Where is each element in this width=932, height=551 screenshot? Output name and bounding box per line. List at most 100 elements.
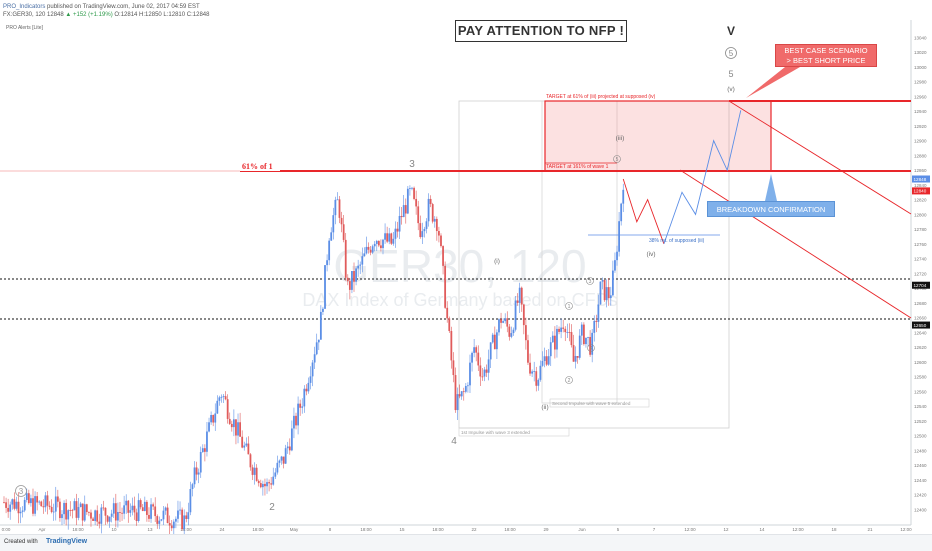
candle-body: [214, 413, 217, 423]
ohlc-values: O:12814 H:12850 L:12810 C:12848: [114, 12, 210, 18]
watermark-symbol: GER30, 120: [333, 240, 586, 292]
candle-body: [297, 403, 299, 426]
candle-body: [85, 504, 88, 513]
candle-body: [15, 501, 18, 509]
candle-body: [270, 483, 273, 485]
breakdown-callout: BREAKDOWN CONFIRMATION: [707, 201, 835, 217]
candle-body: [332, 215, 335, 233]
candle-body: [179, 509, 181, 511]
candle-body: [303, 388, 306, 407]
candle-body: [444, 265, 447, 308]
breakdown-pointer: [765, 174, 777, 201]
price-tick-label: 12420: [914, 493, 927, 498]
candle-body: [338, 199, 341, 218]
candle-body: [616, 251, 618, 261]
candle-body: [38, 501, 41, 503]
candle-body: [551, 335, 554, 343]
candle-body: [189, 489, 192, 513]
candle-body: [21, 510, 24, 512]
candle-body: [164, 507, 167, 511]
candle-body: [587, 337, 589, 338]
candle-body: [69, 510, 72, 511]
wave-3-circle-label: 3: [19, 487, 24, 496]
wave-c1-circle: [565, 302, 573, 310]
best-case-callout: BEST CASE SCENARIO > BEST SHORT PRICE: [775, 44, 877, 67]
candle-body: [137, 500, 140, 522]
candle-body: [334, 199, 337, 216]
candle-body: [400, 215, 403, 218]
publisher-name[interactable]: PRO_Indicators: [3, 4, 46, 10]
candle-body: [65, 502, 68, 520]
candle-body: [59, 501, 61, 519]
candle-body: [496, 332, 498, 350]
candle-body: [255, 467, 258, 481]
price-tick-label: 12840: [914, 183, 927, 188]
candle-body: [243, 445, 246, 448]
candle-body: [46, 495, 49, 506]
candle-body: [266, 482, 268, 487]
candle-body: [319, 311, 322, 340]
candle-body: [369, 249, 372, 253]
candle-body: [73, 501, 76, 511]
candle-body: [541, 361, 544, 366]
candle-body: [278, 460, 281, 463]
candle-body: [510, 333, 513, 337]
candle-body: [485, 369, 488, 373]
price-tick-label: 12880: [914, 153, 927, 158]
candle-body: [123, 505, 126, 514]
candle-body: [71, 510, 74, 511]
candle-body: [518, 287, 521, 303]
candle-body: [322, 308, 324, 312]
candle-body: [537, 379, 540, 386]
candle-body: [522, 304, 525, 326]
channel-upper: [728, 100, 912, 215]
price-tick-label: 12620: [914, 345, 927, 350]
candle-body: [361, 256, 364, 265]
best-case-line-2: > BEST SHORT PRICE: [786, 56, 866, 65]
candle-body: [365, 246, 368, 254]
candle-body: [272, 476, 275, 485]
candle-body: [342, 224, 345, 240]
candle-body: [622, 189, 625, 204]
candle-body: [611, 270, 614, 296]
time-tick-label: 18:00: [180, 527, 192, 532]
candle-body: [367, 246, 370, 250]
impulse-1-box: [458, 427, 570, 437]
price-tick-label: 12780: [914, 227, 927, 232]
candle-body: [232, 419, 235, 428]
candle-body: [40, 501, 43, 507]
candle-body: [512, 329, 515, 334]
candle-body: [125, 500, 128, 506]
candle-body: [498, 319, 500, 333]
candle-body: [553, 335, 556, 350]
candle-body: [114, 503, 117, 521]
candle-body: [475, 347, 478, 353]
candle-body: [23, 499, 26, 511]
time-tick-label: Jun: [578, 527, 586, 532]
candle-body: [309, 376, 312, 383]
candle-body: [94, 510, 97, 521]
candle-body: [388, 233, 391, 242]
header-line-1: PRO_Indicators published on TradingView.…: [3, 3, 200, 11]
candle-body: [102, 507, 105, 509]
tradingview-logo[interactable]: TradingView: [46, 538, 88, 545]
candle-body: [402, 205, 405, 218]
candle-body: [578, 335, 581, 358]
candle-body: [133, 505, 136, 513]
best-case-pointer: [746, 67, 800, 98]
fib-61-label: 61% of 1: [242, 162, 273, 171]
indicator-label[interactable]: PRO Alerts [Lite]: [6, 25, 43, 31]
candle-body: [609, 295, 612, 299]
candle-body: [585, 337, 587, 345]
price-tick-label: 12460: [914, 463, 927, 468]
candle-body: [135, 512, 138, 522]
projection-red-path: [622, 178, 665, 245]
created-with-text: Created with: [4, 539, 38, 545]
candle-body: [520, 287, 523, 305]
wave-c4-label: 4: [590, 346, 593, 352]
candle-body: [67, 510, 70, 520]
impulse-2-label: Second Impulse with wave 5 extended: [552, 401, 631, 406]
candle-body: [458, 394, 461, 397]
candle-body: [413, 187, 415, 199]
